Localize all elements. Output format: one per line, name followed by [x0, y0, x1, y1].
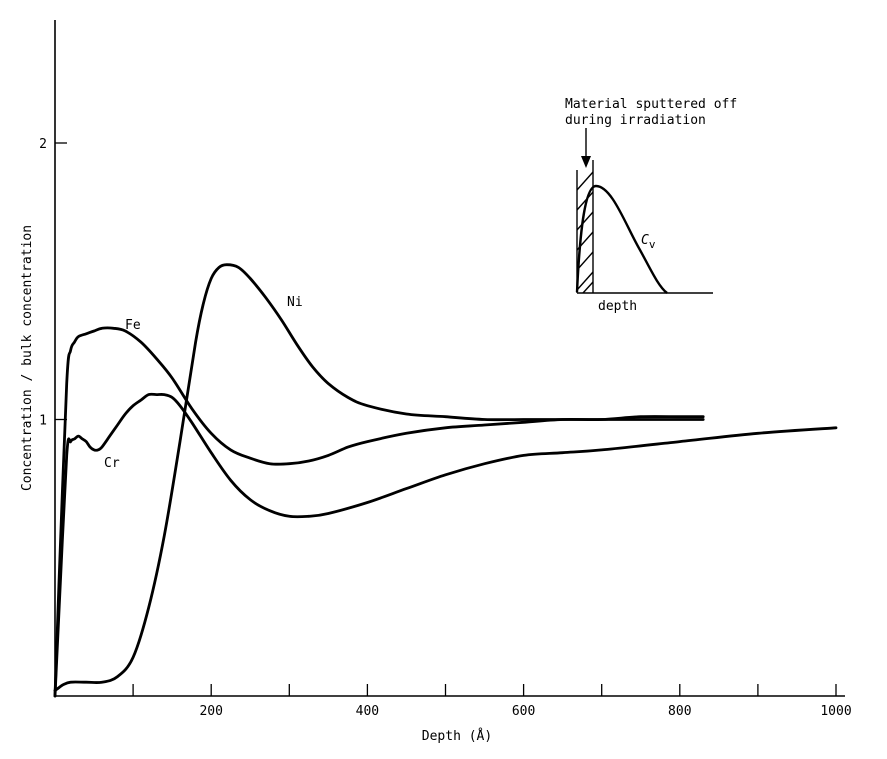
inset-annotation-line2: during irradiation: [565, 113, 706, 128]
inset-annotation-line1: Material sputtered off: [565, 97, 737, 112]
y-tick-label: 2: [39, 137, 47, 152]
inset-hatch-stroke: [576, 191, 594, 211]
inset-arrow-head: [581, 156, 591, 168]
inset-x-axis-label: depth: [598, 299, 637, 314]
series-line-fe: [53, 326, 705, 698]
x-tick-label: 600: [512, 704, 535, 719]
y-axis-tick-labels: 12: [39, 137, 47, 429]
y-axis-title: Concentration / bulk concentration: [20, 225, 35, 491]
x-axis-title: Depth (Å): [422, 728, 492, 744]
inset-hatch-stroke: [576, 211, 594, 231]
inset-hatch-stroke: [576, 251, 594, 271]
inset-hatch-stroke: [576, 171, 594, 191]
inset-vacancy-curve: [575, 184, 668, 294]
x-axis-ticks: [132, 684, 837, 696]
series-line-ni: [53, 263, 705, 692]
y-tick-label: 1: [39, 414, 47, 429]
y-axis-ticks: [55, 142, 67, 421]
inset-diagram: Material sputtered off during irradiatio…: [565, 97, 737, 314]
inset-hatched-region: [576, 160, 594, 294]
x-tick-label: 200: [199, 704, 222, 719]
series-line-cr: [53, 392, 838, 698]
series-label-fe: Fe: [125, 318, 141, 333]
inset-curve-label: Cv: [641, 233, 656, 251]
x-tick-label: 400: [356, 704, 379, 719]
x-tick-label: 800: [668, 704, 691, 719]
inset-hatch-stroke: [576, 271, 594, 291]
inset-curve-label-main: C: [641, 233, 649, 248]
x-tick-label: 1000: [820, 704, 851, 719]
inset-curve-label-subscript: v: [649, 238, 656, 251]
series-label-cr: Cr: [104, 456, 120, 471]
series-label-ni: Ni: [287, 295, 303, 310]
inset-hatch-stroke: [582, 281, 594, 294]
x-axis-tick-labels: 200 400 600 800 1000: [199, 704, 851, 719]
series-group: [53, 263, 838, 698]
